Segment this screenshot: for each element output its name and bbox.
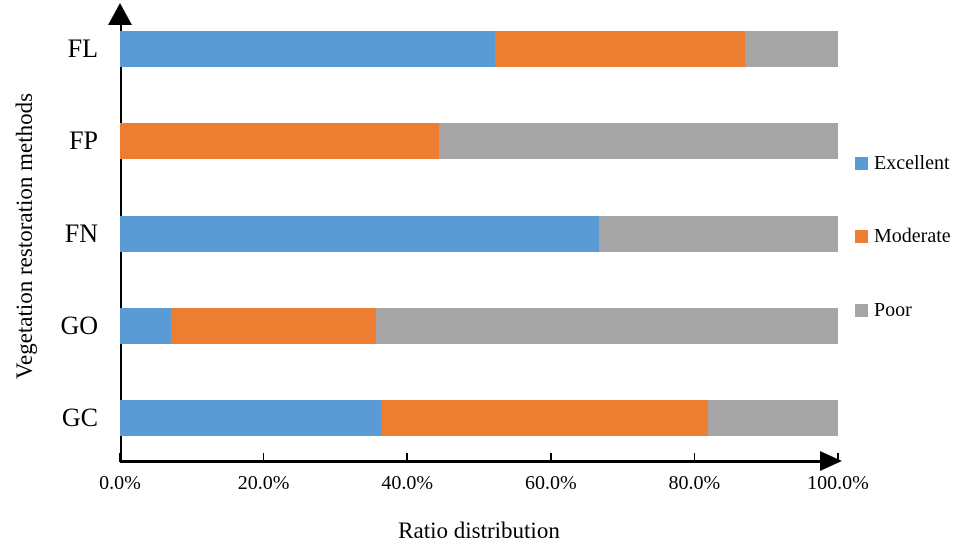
bar-segment-fl-poor: [744, 31, 838, 67]
legend-label: Poor: [874, 298, 912, 321]
bar-segment-fl-moderate: [494, 31, 745, 67]
legend-swatch-excellent: [855, 156, 868, 170]
x-axis-tick-label: 80.0%: [668, 472, 721, 494]
x-axis-line: [120, 460, 822, 463]
category-label-fp: FP: [69, 126, 98, 156]
bar-segment-gc-poor: [708, 400, 838, 436]
bar-segment-fp-moderate: [120, 123, 439, 160]
bar-segment-go-poor: [376, 307, 838, 344]
legend-item-poor: Poor: [855, 297, 912, 323]
bar-segment-gc-excellent: [120, 400, 382, 436]
x-axis-tick: [119, 453, 121, 462]
bar-segment-fn-poor: [598, 215, 838, 252]
x-axis-tick: [262, 453, 265, 462]
legend-item-excellent: Excellent: [855, 150, 950, 176]
x-axis-tick-label: 40.0%: [381, 472, 434, 494]
bar-segment-go-moderate: [170, 307, 377, 344]
bar-segment-fp-poor: [438, 123, 838, 160]
x-axis-tick: [693, 453, 696, 462]
bar-segment-go-excellent: [120, 307, 171, 344]
legend-label: Excellent: [874, 151, 950, 174]
x-axis-tick-label: 100.0%: [807, 472, 869, 494]
category-label-fn: FN: [64, 218, 98, 248]
category-label-go: GO: [60, 310, 98, 340]
x-axis-title: Ratio distribution: [398, 518, 560, 543]
x-axis-tick-label: 0.0%: [99, 472, 141, 494]
legend-item-moderate: Moderate: [855, 224, 951, 250]
bar-segment-fn-excellent: [120, 215, 599, 252]
x-axis-tick-label: 60.0%: [524, 472, 577, 494]
x-axis-tick-label: 20.0%: [237, 472, 290, 494]
category-label-gc: GC: [61, 403, 98, 432]
legend-label: Moderate: [874, 225, 951, 247]
x-axis-tick: [837, 453, 839, 462]
category-label-fl: FL: [67, 34, 98, 63]
bar-segment-fl-excellent: [120, 31, 495, 67]
y-axis-arrowhead-icon: [108, 3, 132, 25]
legend-swatch-moderate: [855, 230, 868, 243]
x-axis-arrowhead-icon: [820, 451, 842, 471]
x-axis-tick: [406, 453, 408, 462]
x-axis-tick: [550, 453, 552, 462]
legend-swatch-poor: [855, 303, 868, 317]
bar-segment-gc-moderate: [381, 400, 709, 436]
